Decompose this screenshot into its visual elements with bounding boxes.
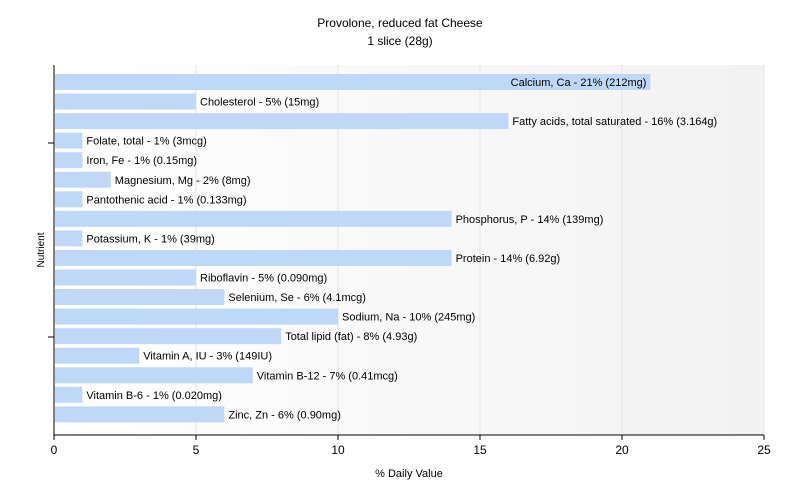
x-tick-label: 15 bbox=[473, 443, 487, 457]
bar-label: Protein - 14% (6.92g) bbox=[456, 253, 561, 265]
bar-label: Fatty acids, total saturated - 16% (3.16… bbox=[512, 116, 717, 128]
bar-labels: Calcium, Ca - 21% (212mg) Cholesterol - 5… bbox=[86, 77, 717, 421]
bar-label: Sodium, Na - 10% (245mg) bbox=[342, 312, 475, 324]
bar bbox=[55, 191, 83, 208]
x-axis-label: % Daily Value bbox=[375, 468, 443, 480]
bar bbox=[55, 171, 111, 188]
bar-label: Vitamin A, IU - 3% (149IU) bbox=[143, 351, 272, 363]
bar-label: Selenium, Se - 6% (4.1mcg) bbox=[228, 292, 366, 304]
bar bbox=[55, 386, 83, 403]
chart-subtitle: 1 slice (28g) bbox=[367, 34, 432, 48]
axes: 0 5 10 15 20 25 bbox=[48, 65, 771, 457]
bar bbox=[55, 152, 83, 169]
bar bbox=[55, 308, 338, 325]
bar-label: Phosphorus, P - 14% (139mg) bbox=[456, 214, 604, 226]
bar bbox=[55, 132, 83, 149]
bar-label: Pantothenic acid - 1% (0.133mg) bbox=[86, 194, 246, 206]
bar bbox=[55, 347, 140, 364]
bar bbox=[55, 249, 452, 266]
bar bbox=[55, 230, 83, 247]
bar-label: Magnesium, Mg - 2% (8mg) bbox=[115, 175, 251, 187]
bar bbox=[55, 406, 225, 423]
bar bbox=[55, 328, 282, 345]
x-tick-label: 25 bbox=[757, 443, 771, 457]
x-tick-label: 5 bbox=[193, 443, 200, 457]
bar bbox=[55, 367, 253, 384]
bar bbox=[55, 74, 651, 90]
bar-label: Folate, total - 1% (3mcg) bbox=[86, 136, 206, 148]
bar bbox=[55, 289, 225, 306]
bar bbox=[55, 210, 452, 227]
bar-label: Zinc, Zn - 6% (0.90mg) bbox=[228, 409, 340, 421]
bar-label: Calcium, Ca - 21% (212mg) bbox=[511, 77, 647, 89]
bar-label: Total lipid (fat) - 8% (4.93g) bbox=[285, 331, 417, 343]
x-tick-label: 10 bbox=[331, 443, 345, 457]
bar-label: Vitamin B-12 - 7% (0.41mcg) bbox=[257, 370, 398, 382]
bar bbox=[55, 269, 196, 286]
bar-label: Riboflavin - 5% (0.090mg) bbox=[200, 273, 327, 285]
x-tick-label: 20 bbox=[615, 443, 629, 457]
chart-title: Provolone, reduced fat Cheese bbox=[317, 16, 483, 30]
y-axis-label: Nutrient bbox=[36, 232, 47, 267]
bar-label: Potassium, K - 1% (39mg) bbox=[86, 233, 214, 245]
bar-label: Vitamin B-6 - 1% (0.020mg) bbox=[86, 390, 222, 402]
bars bbox=[55, 74, 651, 423]
bar-label: Iron, Fe - 1% (0.15mg) bbox=[86, 155, 197, 167]
bar bbox=[55, 113, 509, 130]
x-tick-label: 0 bbox=[51, 443, 58, 457]
bar bbox=[55, 93, 196, 110]
bar-label: Cholesterol - 5% (15mg) bbox=[200, 97, 319, 109]
